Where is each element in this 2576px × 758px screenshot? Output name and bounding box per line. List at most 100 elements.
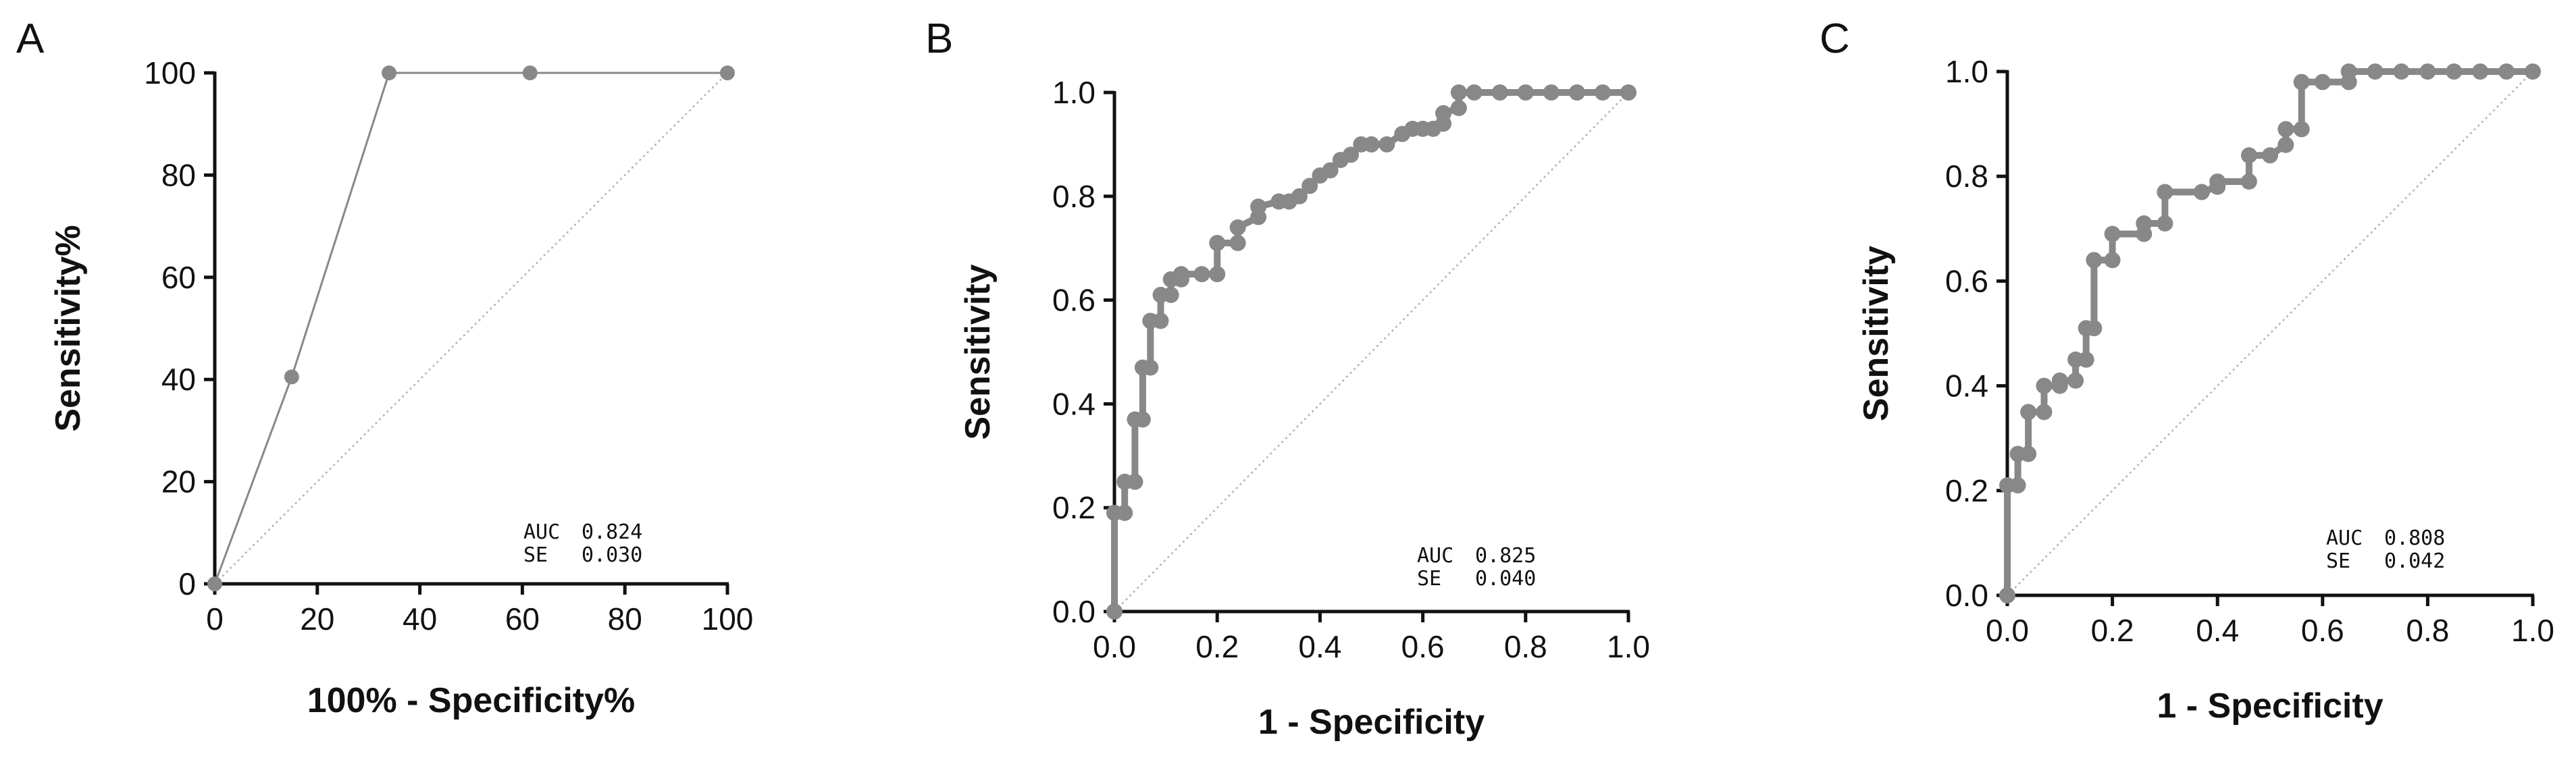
roc-point: [382, 65, 397, 80]
roc-point: [1229, 235, 1246, 252]
se-label: SE: [1417, 567, 1441, 591]
roc-point: [2086, 320, 2103, 337]
panel-label: A: [16, 16, 45, 62]
roc-point: [2157, 184, 2173, 200]
se-value: 0.030: [582, 543, 642, 567]
roc-point: [2009, 477, 2026, 494]
roc-point: [2525, 63, 2541, 80]
y-tick-label: 0.2: [1052, 490, 1096, 525]
se-value: 0.040: [1475, 567, 1536, 591]
y-tick-label: 0.4: [1945, 369, 1988, 404]
roc-point: [2240, 147, 2257, 164]
roc-point: [2293, 121, 2310, 138]
reference-diagonal: [214, 72, 728, 585]
y-tick-label: 80: [161, 157, 196, 192]
roc-point: [1620, 84, 1637, 101]
auc-label: AUC: [2326, 526, 2363, 550]
x-axis-title: 1 - Specificity: [1258, 703, 1485, 742]
roc-point: [2051, 372, 2068, 389]
x-tick-label: 0.4: [2196, 613, 2239, 648]
roc-point: [2104, 225, 2121, 242]
roc-point: [2036, 377, 2053, 394]
y-tick-label: 0.2: [1945, 473, 1988, 508]
roc-point: [1363, 136, 1380, 153]
y-tick-label: 0.8: [1052, 179, 1096, 214]
x-tick-label: 0.0: [1093, 629, 1136, 664]
y-tick-label: 1.0: [1945, 54, 1988, 89]
auc-value: 0.824: [582, 520, 642, 544]
roc-point: [1466, 84, 1483, 101]
roc-point: [1116, 504, 1133, 521]
roc-point: [2262, 147, 2278, 164]
roc-point: [1999, 587, 2015, 603]
roc-point: [2209, 173, 2226, 190]
roc-point: [2419, 63, 2436, 80]
x-tick-label: 0.6: [2301, 613, 2344, 648]
roc-point: [2277, 121, 2294, 138]
chart-panel-c: C 0.0 0.2 0.4 0.6 0.8 1.0 0.0 0.2 0.4 0.6 0.8 1.0 1 -…: [1820, 16, 2554, 726]
roc-point: [1343, 146, 1360, 163]
x-tick-label: 0.0: [1986, 613, 2029, 648]
x-tick-label: 40: [403, 601, 437, 637]
y-tick-label: 1.0: [1052, 75, 1096, 110]
roc-point: [2157, 215, 2173, 232]
roc-point: [1162, 286, 1179, 303]
x-tick-label: 80: [608, 601, 642, 637]
panel-label: C: [1820, 16, 1850, 62]
roc-point: [2340, 63, 2357, 80]
roc-point: [2314, 74, 2331, 90]
roc-point: [1450, 100, 1467, 117]
auc-annotation: AUC 0.824 SE 0.030: [523, 520, 642, 567]
panel-label: B: [925, 16, 953, 62]
roc-point: [1594, 84, 1611, 101]
roc-point: [207, 576, 222, 591]
y-tick-label: 60: [161, 260, 196, 295]
x-tick-label: 100: [702, 601, 754, 637]
x-tick-label: 0.6: [1401, 629, 1445, 664]
roc-point: [2277, 136, 2294, 153]
se-label: SE: [2326, 549, 2350, 573]
roc-point: [1517, 84, 1534, 101]
roc-point: [2472, 63, 2489, 80]
roc-point: [1302, 178, 1318, 194]
roc-point: [284, 369, 299, 385]
auc-label: AUC: [523, 520, 560, 544]
roc-point: [2036, 404, 2053, 421]
roc-point: [720, 65, 735, 80]
roc-point: [2446, 63, 2463, 80]
roc-point: [2293, 74, 2310, 90]
roc-point: [1209, 266, 1226, 283]
y-tick-label: 0.0: [1052, 594, 1096, 629]
roc-point: [2104, 252, 2121, 269]
y-tick-label: 0.8: [1945, 159, 1988, 194]
roc-point: [1379, 136, 1395, 153]
roc-point: [2067, 372, 2084, 389]
y-tick-label: 0.0: [1945, 578, 1988, 613]
roc-point: [1450, 84, 1467, 101]
x-tick-label: 0.8: [2406, 613, 2449, 648]
auc-label: AUC: [1417, 544, 1453, 568]
y-tick-label: 0: [178, 566, 196, 601]
roc-point: [2367, 63, 2384, 80]
roc-point: [1152, 313, 1169, 329]
chart-panel-a: A 0 20 40 60 80 100 0 20 40 60 80 100 100% - Specific…: [16, 16, 753, 720]
roc-point: [1127, 473, 1143, 490]
roc-point: [522, 65, 538, 80]
x-axis-title: 100% - Specificity%: [307, 681, 636, 720]
roc-point: [2498, 63, 2515, 80]
x-tick-label: 1.0: [2511, 613, 2554, 648]
auc-annotation: AUC 0.808 SE 0.042: [2326, 526, 2445, 573]
roc-point: [1209, 235, 1226, 252]
roc-point: [2193, 184, 2210, 200]
y-tick-label: 0.6: [1945, 263, 1988, 298]
roc-point: [1543, 84, 1560, 101]
roc-point: [2078, 351, 2094, 368]
reference-diagonal: [1114, 92, 1629, 612]
roc-point: [1193, 266, 1210, 283]
se-value: 0.042: [2384, 549, 2445, 573]
roc-point: [2136, 215, 2153, 232]
roc-point: [1322, 162, 1339, 179]
x-axis-title: 1 - Specificity: [2157, 686, 2383, 726]
chart-panel-b: B 0.0 0.2 0.4 0.6 0.8 1.0 0.0 0.2 0.4 0.6 0.8 1.0 1 -…: [925, 16, 1650, 742]
x-tick-label: 60: [505, 601, 540, 637]
